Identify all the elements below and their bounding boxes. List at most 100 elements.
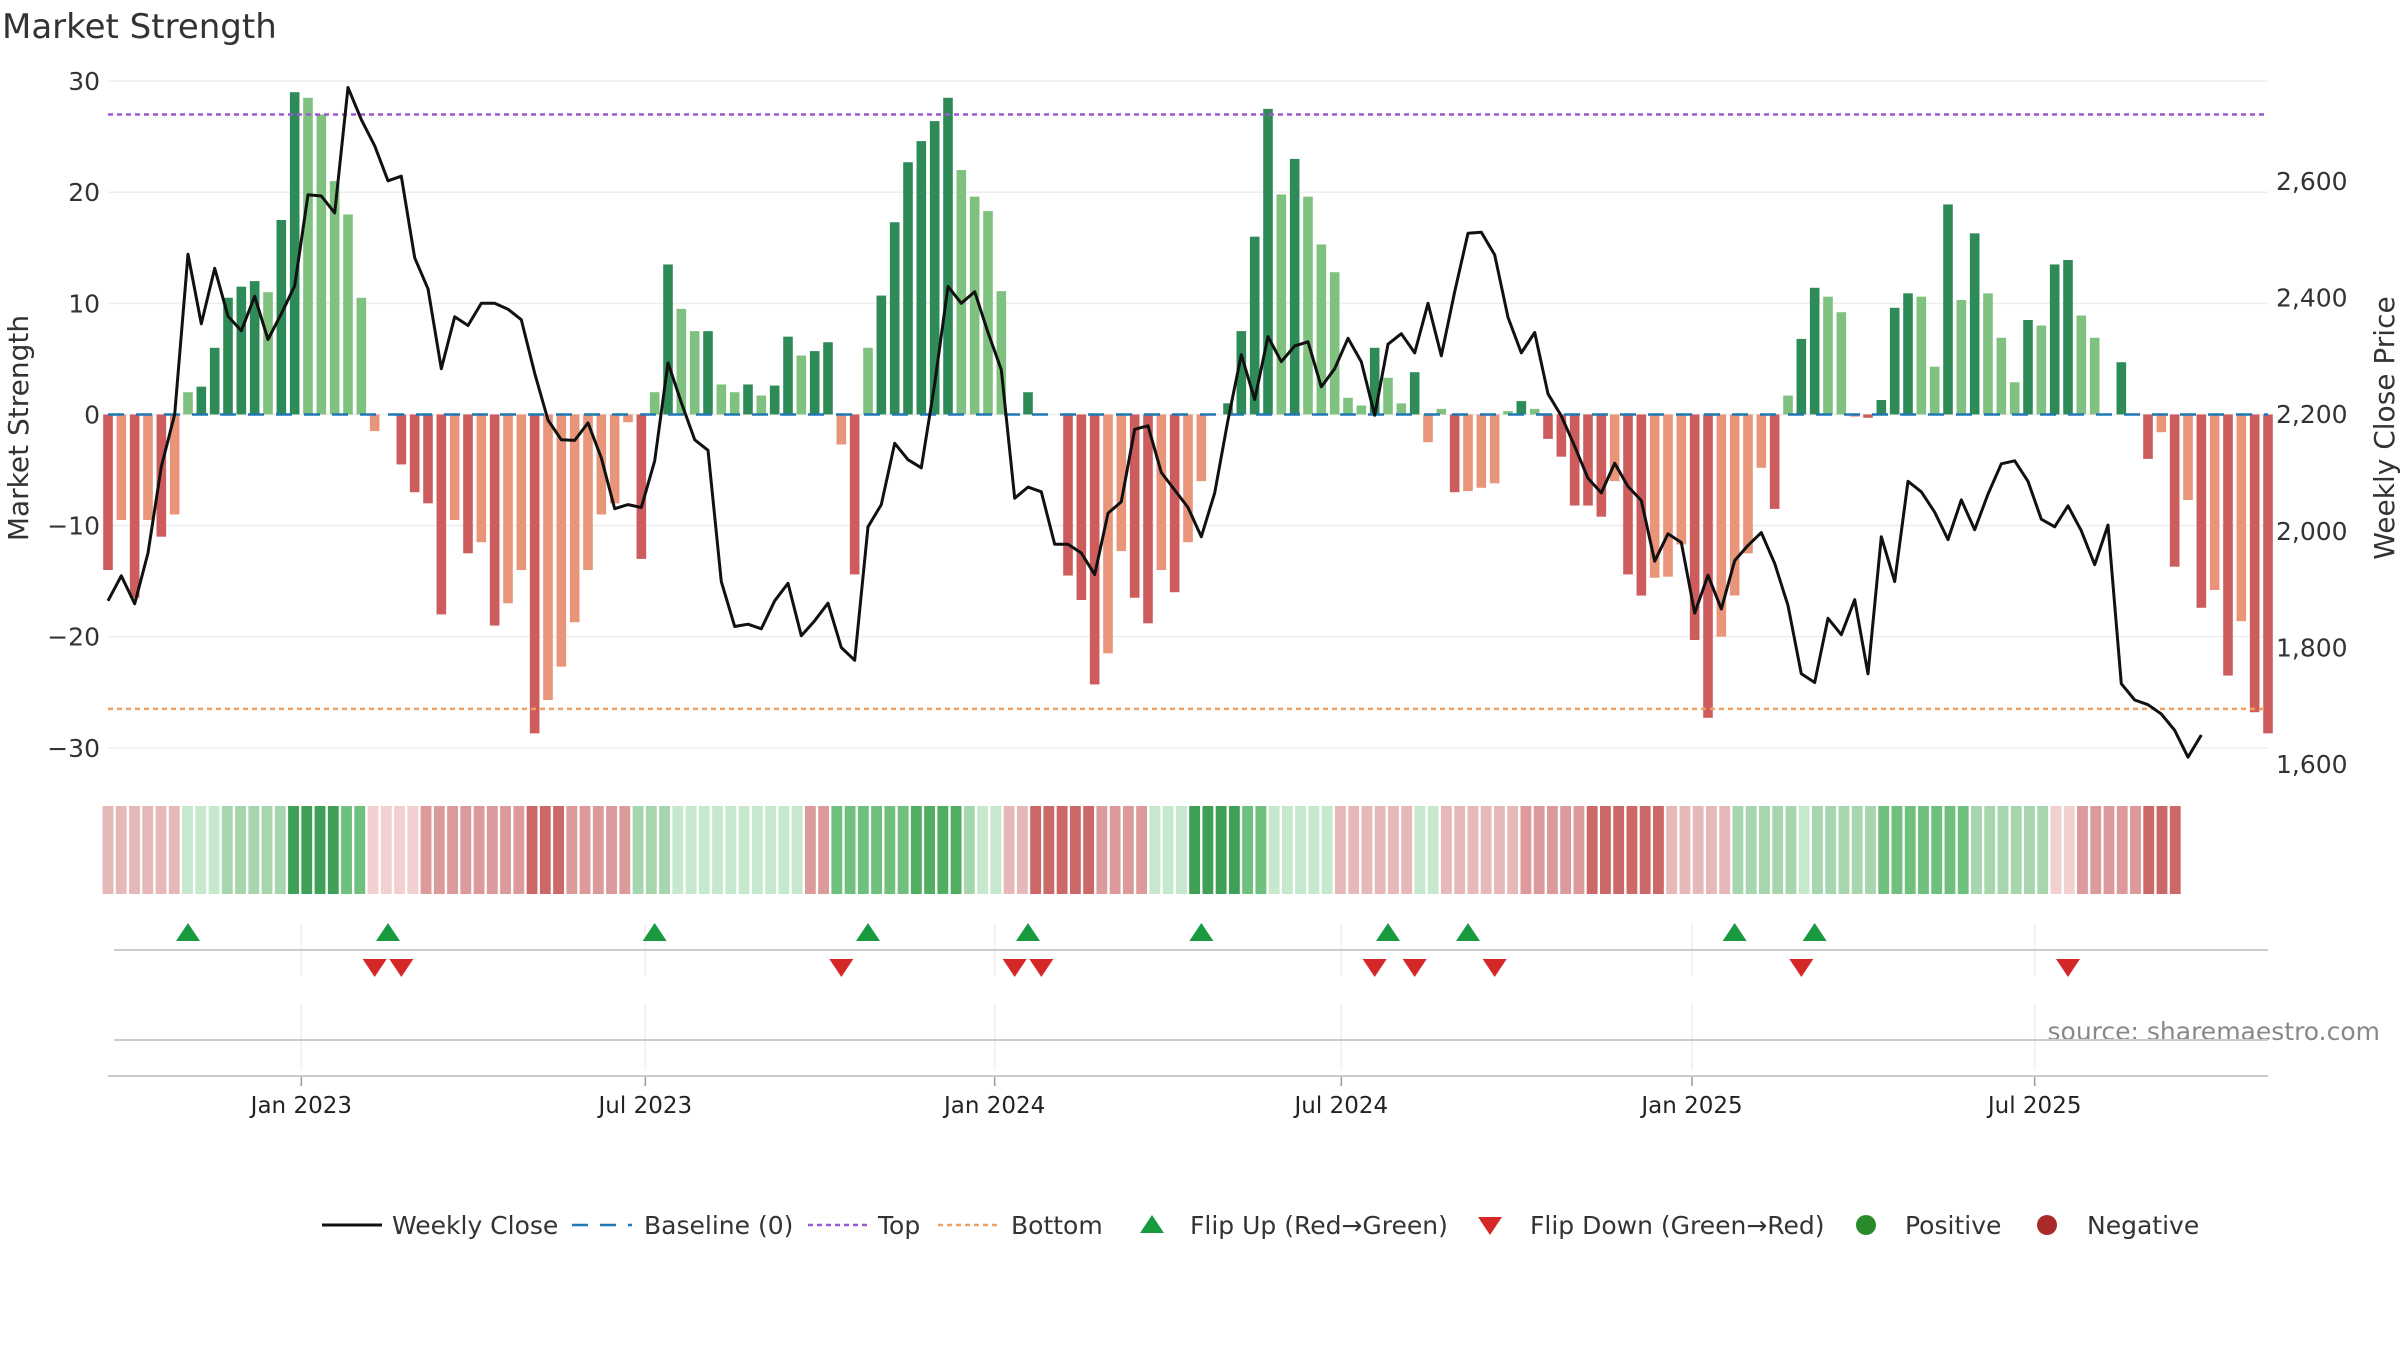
strength-bar <box>663 264 673 415</box>
strength-bar <box>1223 403 1233 415</box>
flip-markers <box>108 923 2268 1077</box>
y-tick-label-right: 2,000 <box>2276 517 2348 546</box>
heat-strip-cell <box>2156 806 2168 894</box>
heat-strip-cell <box>182 806 193 894</box>
strength-bar <box>2169 414 2180 567</box>
flip-down-marker <box>362 959 387 977</box>
strength-bar <box>729 392 740 415</box>
strength-bar <box>1303 196 1313 415</box>
strength-bar <box>1823 296 1833 415</box>
flip-up-marker <box>1376 923 1400 941</box>
heat-strip-cell <box>367 806 379 894</box>
heat-strip-cell <box>1321 806 1333 894</box>
heat-strip-cell <box>1706 806 1717 894</box>
heat-strip-cell <box>1215 806 1227 894</box>
strength-bar <box>183 392 193 415</box>
heat-strip-cell <box>314 806 326 894</box>
strength-bar <box>1543 414 1553 439</box>
heat-strip-cell <box>274 806 286 894</box>
heat-strip-cell <box>1440 806 1452 894</box>
heat-strip-cell <box>526 806 538 894</box>
heat-strip-cell <box>1003 806 1015 894</box>
strength-bar <box>969 196 980 415</box>
heat-strip-cell <box>1507 806 1519 894</box>
strength-bar <box>876 295 887 415</box>
strength-bar <box>396 414 407 465</box>
heat-strip-cell <box>778 806 790 894</box>
heat-strip-cell <box>354 806 366 894</box>
heat-strip-cell <box>500 806 511 894</box>
strength-bar <box>1623 414 1633 575</box>
strength-bar <box>436 414 447 615</box>
flip-up-marker <box>856 923 880 941</box>
heat-strip-cell <box>142 806 154 894</box>
strength-bar <box>2143 414 2153 459</box>
strength-bar <box>1289 158 1300 415</box>
strength-bar <box>2196 414 2207 608</box>
chart-title: Market Strength <box>2 7 277 47</box>
strength-bar <box>529 414 540 734</box>
strength-bar <box>2263 414 2273 734</box>
heat-strip-cell <box>380 806 392 894</box>
heat-strip-cell <box>513 806 525 894</box>
heat-strip-cell <box>632 806 644 894</box>
strength-bar <box>343 214 353 415</box>
heat-strip-cell <box>910 806 922 894</box>
strength-bar <box>1156 414 1167 570</box>
strength-bar <box>609 414 620 504</box>
heat-strip-cell <box>1361 806 1373 894</box>
strength-bar <box>1423 414 1433 443</box>
heat-strip-cell <box>2050 806 2062 894</box>
strength-bar <box>1783 395 1793 415</box>
heat-strip-cell <box>977 806 989 894</box>
heat-strip-cell <box>1467 806 1479 894</box>
strength-bar <box>1529 408 1540 415</box>
heat-strip-cell <box>447 806 458 894</box>
heat-strip-cell <box>1904 806 1916 894</box>
strength-bar <box>1836 312 1847 415</box>
heat-strip-cell <box>831 806 843 894</box>
y-tick-label-right: 1,800 <box>2276 634 2348 663</box>
heat-strip-cell <box>407 806 419 894</box>
flip-up-marker <box>1456 923 1480 941</box>
strength-bar <box>1076 414 1087 600</box>
strength-bar <box>916 141 927 415</box>
strength-bar <box>649 392 660 415</box>
heat-strip-cell <box>553 806 564 894</box>
strength-bar <box>1503 411 1513 415</box>
heat-strip-cell <box>433 806 445 894</box>
heat-strip-cell <box>1189 806 1201 894</box>
heat-strip-cell <box>1971 806 1982 894</box>
heat-strip-cell <box>1772 806 1784 894</box>
strength-bar <box>623 414 633 423</box>
strength-bar <box>743 384 753 415</box>
strength-bar <box>1569 414 1580 506</box>
heat-strip-cell <box>486 806 498 894</box>
strength-bar <box>996 291 1007 415</box>
heat-strip-cell <box>1533 806 1545 894</box>
heat-strip-cell <box>1626 806 1638 894</box>
strength-bar <box>889 222 900 415</box>
heat-strip-cell <box>1149 806 1161 894</box>
strength-bar <box>1396 403 1407 415</box>
strength-bar <box>2089 337 2100 415</box>
heat-strip-cell <box>1586 806 1598 894</box>
flip-up-marker <box>1722 923 1747 941</box>
strength-bar <box>2076 315 2087 415</box>
strength-bar <box>169 414 180 515</box>
heat-strip-cell <box>1838 806 1850 894</box>
strength-bar <box>1023 392 1033 415</box>
strength-bar <box>596 414 607 515</box>
strength-bar <box>196 386 207 415</box>
strength-bar <box>1609 414 1620 482</box>
strength-bar <box>1876 400 1887 415</box>
legend-label-bottom: Bottom <box>1011 1211 1103 1240</box>
heat-strip-cell <box>1242 806 1254 894</box>
y-axis-label-left: Market Strength <box>2 315 35 541</box>
heat-strip-cell <box>301 806 313 894</box>
strength-bar <box>716 384 727 415</box>
strength-bar <box>1436 408 1447 415</box>
strength-bar <box>129 414 140 598</box>
strength-bar <box>636 414 647 559</box>
heat-strip-cell <box>327 806 339 894</box>
